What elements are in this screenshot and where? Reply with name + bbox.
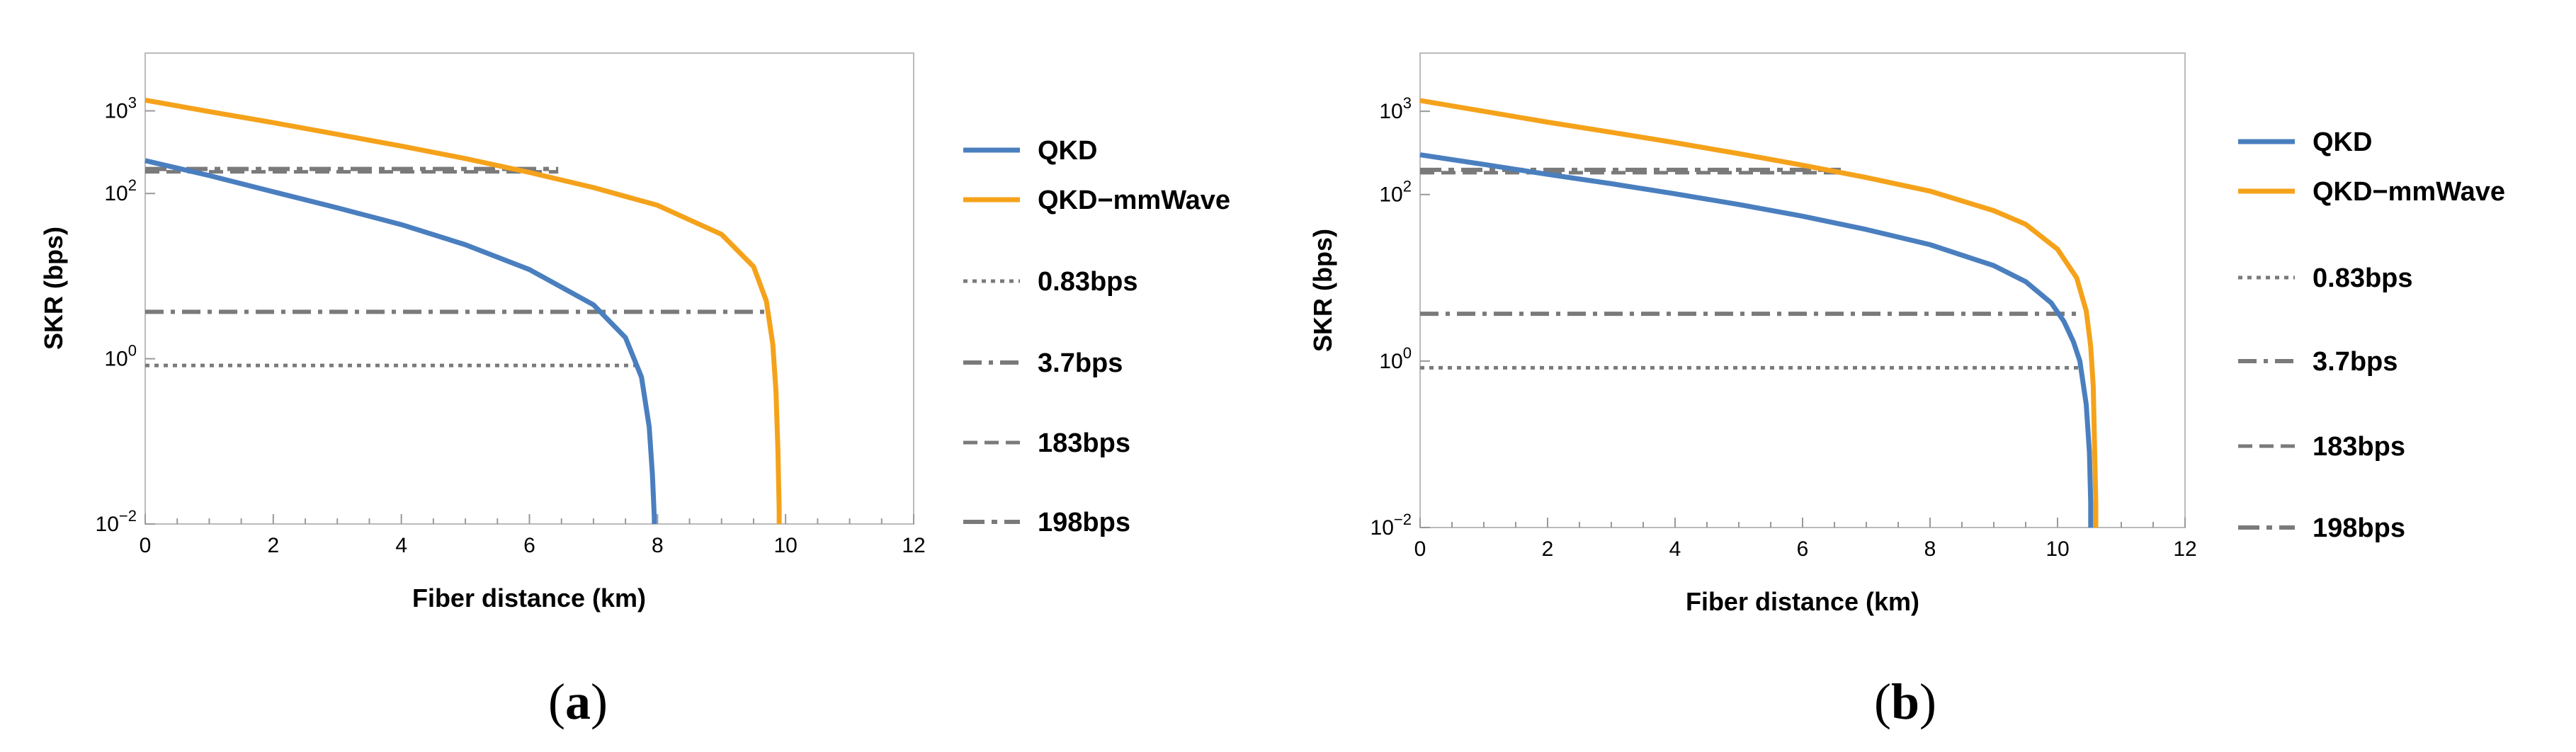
- legend-label: 3.7bps: [2313, 347, 2398, 377]
- x-tick-label: 10: [773, 534, 797, 557]
- legend-entry: 0.83bps: [2238, 263, 2413, 293]
- legend-entry: 3.7bps: [963, 348, 1123, 378]
- legend-entry: 0.83bps: [963, 267, 1138, 297]
- plot-frame-a: [144, 52, 914, 525]
- legend-label: 0.83bps: [2313, 263, 2413, 293]
- legend-entry: 3.7bps: [2238, 347, 2398, 377]
- x-axis-title-b: Fiber distance (km): [1686, 587, 1919, 616]
- y-tick-label: 100: [1379, 344, 1412, 373]
- x-tick-labels-b: 0 2 4 6 8 10 12: [1414, 537, 2197, 561]
- y-tick-label: 10−2: [96, 507, 137, 536]
- y-axis-title-a: SKR (bps): [39, 227, 68, 350]
- legend-b: QKD QKD−mmWave 0.83bps 3.7bps 183bps 198bps: [2238, 127, 2505, 543]
- panel-caption-a: (a): [548, 673, 608, 730]
- x-tick-label: 8: [1924, 537, 1936, 561]
- legend-label: QKD−mmWave: [2313, 177, 2505, 207]
- legend-label: QKD: [2313, 127, 2372, 157]
- legend-a: QKD QKD−mmWave 0.83bps 3.7bps 183bps 198bps: [963, 136, 1230, 537]
- legend-label: 3.7bps: [1038, 348, 1123, 378]
- x-tick-label: 4: [395, 534, 407, 557]
- y-tick-labels-a: 10−2 100 102 103: [96, 94, 137, 536]
- y-tick-label: 100: [104, 342, 137, 371]
- x-tick-label: 0: [1414, 537, 1426, 561]
- series-lines-b: [1419, 98, 2099, 528]
- legend-label: 198bps: [1038, 508, 1130, 537]
- tick-marks-a: [144, 110, 914, 525]
- legend-entry: QKD−mmWave: [2238, 177, 2505, 207]
- x-tick-label: 6: [1797, 537, 1809, 561]
- caption-letter-b: b: [1891, 673, 1919, 730]
- series-line-QKD−mmWave: [1419, 98, 2099, 528]
- legend-label: 0.83bps: [1038, 267, 1138, 297]
- x-tick-label: 10: [2046, 537, 2069, 561]
- panel-a: 0 2 4 6 8 10 12 10−2 100 102 103 Fiber distance (…: [39, 52, 1230, 730]
- legend-entry: 183bps: [963, 428, 1130, 458]
- threshold-lines-a: [145, 166, 770, 368]
- x-tick-label: 12: [902, 534, 925, 557]
- y-tick-label: 102: [1379, 178, 1412, 207]
- caption-close-a: ): [591, 673, 608, 730]
- series-line-QKD−mmWave: [144, 97, 782, 524]
- y-tick-label: 102: [104, 176, 137, 205]
- x-tick-label: 0: [140, 534, 152, 557]
- legend-entry: QKD: [2238, 127, 2372, 157]
- caption-letter-a: a: [565, 673, 591, 730]
- legend-entry: QKD: [963, 136, 1097, 166]
- panel-caption-b: (b): [1874, 673, 1936, 730]
- legend-label: QKD−mmWave: [1038, 186, 1230, 215]
- x-tick-label: 12: [2173, 537, 2196, 561]
- y-tick-label: 103: [104, 94, 137, 123]
- y-tick-label: 10−2: [1371, 511, 1412, 540]
- legend-label: QKD: [1038, 136, 1097, 166]
- legend-label: 183bps: [1038, 428, 1130, 458]
- caption-open-a: (: [548, 673, 565, 730]
- plot-frame-b: [1419, 52, 2186, 528]
- series-line-QKD: [144, 158, 657, 524]
- tick-marks-b: [1419, 110, 2186, 528]
- caption-open-b: (: [1874, 673, 1891, 730]
- legend-entry: 198bps: [963, 508, 1130, 537]
- legend-label: 198bps: [2313, 513, 2405, 543]
- panel-b: 0 2 4 6 8 10 12 10−2 100 102 103 Fiber distance (…: [1308, 52, 2505, 730]
- caption-close-b: ): [1919, 673, 1936, 730]
- legend-entry: 198bps: [2238, 513, 2405, 543]
- series-line-QKD: [1419, 152, 2094, 528]
- series-lines-a: [144, 97, 782, 524]
- legend-label: 183bps: [2313, 432, 2405, 462]
- y-tick-labels-b: 10−2 100 102 103: [1371, 94, 1412, 540]
- x-tick-label: 4: [1669, 537, 1681, 561]
- x-tick-label: 2: [267, 534, 279, 557]
- x-axis-title-a: Fiber distance (km): [412, 583, 646, 613]
- x-tick-label: 6: [523, 534, 535, 557]
- y-axis-title-b: SKR (bps): [1308, 229, 1337, 352]
- legend-entry: QKD−mmWave: [963, 186, 1230, 215]
- x-tick-labels-a: 0 2 4 6 8 10 12: [140, 534, 926, 557]
- threshold-lines-b: [1420, 167, 2083, 370]
- y-tick-label: 103: [1379, 94, 1412, 123]
- x-tick-label: 8: [652, 534, 664, 557]
- legend-entry: 183bps: [2238, 432, 2405, 462]
- x-tick-label: 2: [1542, 537, 1554, 561]
